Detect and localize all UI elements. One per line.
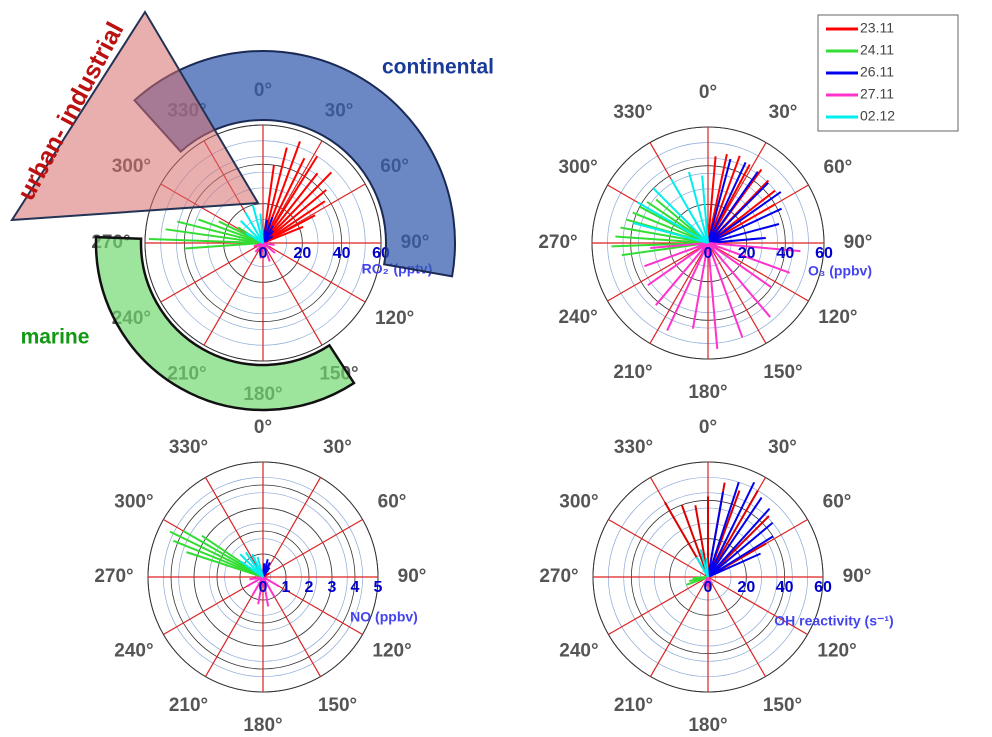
page: {"chart_data": [ {"type": "polar", "rlim… (0, 0, 992, 732)
polar-chart: 0° 30° 60° 90° 120° 150° 180° 210° 240° 270° 300° 3… (539, 417, 893, 732)
angle-tick-label: 150° (318, 695, 357, 716)
angle-tick-label: 210° (613, 362, 652, 383)
angle-tick-label: 150° (763, 362, 802, 383)
polar-chart: 0° 30° 60° 90° 120° 150° 180° 210° 240° 270° 300° 3… (94, 417, 426, 732)
radial-tick-label: 0 (704, 579, 713, 596)
angle-tick-label: 90° (398, 566, 427, 587)
angle-tick-label: 0° (254, 417, 272, 438)
angle-tick-label: 270° (538, 232, 577, 253)
radial-data-line (693, 577, 708, 578)
angle-tick-label: 30° (769, 102, 798, 123)
angle-tick-label: 210° (614, 695, 653, 716)
angle-tick-label: 210° (169, 695, 208, 716)
angle-tick-label: 150° (763, 695, 802, 716)
angle-tick-label: 240° (558, 307, 597, 328)
angle-tick-label: 120° (817, 641, 856, 662)
annotation: marine (21, 326, 90, 349)
radial-tick-label: 3 (328, 579, 337, 596)
radial-tick-label: 60 (815, 245, 833, 262)
legend-label: 02.12 (860, 108, 895, 124)
radial-tick-label: 0 (259, 245, 268, 262)
axis-label: NO (ppbv) (350, 609, 418, 625)
axis-label: O₃ (ppbv) (808, 263, 872, 279)
radial-tick-label: 1 (282, 579, 291, 596)
angle-tick-label: 120° (372, 641, 411, 662)
angle-tick-label: 300° (558, 157, 597, 178)
angle-tick-label: 270° (539, 566, 578, 587)
radial-tick-label: 40 (776, 579, 794, 596)
annotation: continental (382, 56, 494, 79)
legend-label: 24.11 (860, 42, 894, 58)
angle-tick-label: 90° (843, 566, 872, 587)
legend-label: 26.11 (860, 64, 894, 80)
angle-tick-label: 180° (688, 715, 727, 732)
radial-tick-label: 0 (259, 579, 268, 596)
radial-tick-label: 20 (293, 245, 311, 262)
angle-tick-label: 30° (768, 437, 797, 458)
radial-tick-label: 5 (374, 579, 383, 596)
angle-tick-label: 330° (614, 437, 653, 458)
angle-tick-label: 180° (243, 715, 282, 732)
angle-tick-label: 300° (559, 492, 598, 513)
radial-tick-label: 20 (738, 245, 756, 262)
axis-label: OH reactivity (s⁻¹) (774, 613, 893, 629)
radial-tick-label: 4 (351, 579, 360, 596)
angle-tick-label: 120° (818, 307, 857, 328)
radial-tick-label: 2 (305, 579, 314, 596)
radial-tick-label: 40 (333, 245, 351, 262)
angle-tick-label: 120° (375, 308, 414, 329)
angle-tick-label: 30° (323, 437, 352, 458)
radial-tick-label: 60 (814, 579, 832, 596)
angle-tick-label: 330° (169, 437, 208, 458)
angle-tick-label: 0° (699, 82, 717, 103)
angle-tick-label: 90° (844, 232, 873, 253)
angle-tick-label: 60° (823, 492, 852, 513)
angle-tick-label: 330° (613, 102, 652, 123)
radial-tick-label: 0 (704, 245, 713, 262)
angle-tick-label: 0° (699, 417, 717, 438)
angle-tick-label: 270° (94, 566, 133, 587)
angle-tick-label: 240° (559, 641, 598, 662)
angle-tick-label: 180° (688, 382, 727, 403)
radial-tick-label: 40 (776, 245, 794, 262)
angle-tick-label: 60° (824, 157, 853, 178)
radial-tick-label: 20 (737, 579, 755, 596)
angle-tick-label: 60° (378, 492, 407, 513)
legend-label: 27.11 (860, 86, 894, 102)
angle-tick-label: 240° (114, 641, 153, 662)
figure: 0°30°60°90°120°150°180°210°240°270°300°3… (0, 0, 992, 732)
angle-tick-label: 300° (114, 492, 153, 513)
legend-label: 23.11 (860, 20, 894, 36)
